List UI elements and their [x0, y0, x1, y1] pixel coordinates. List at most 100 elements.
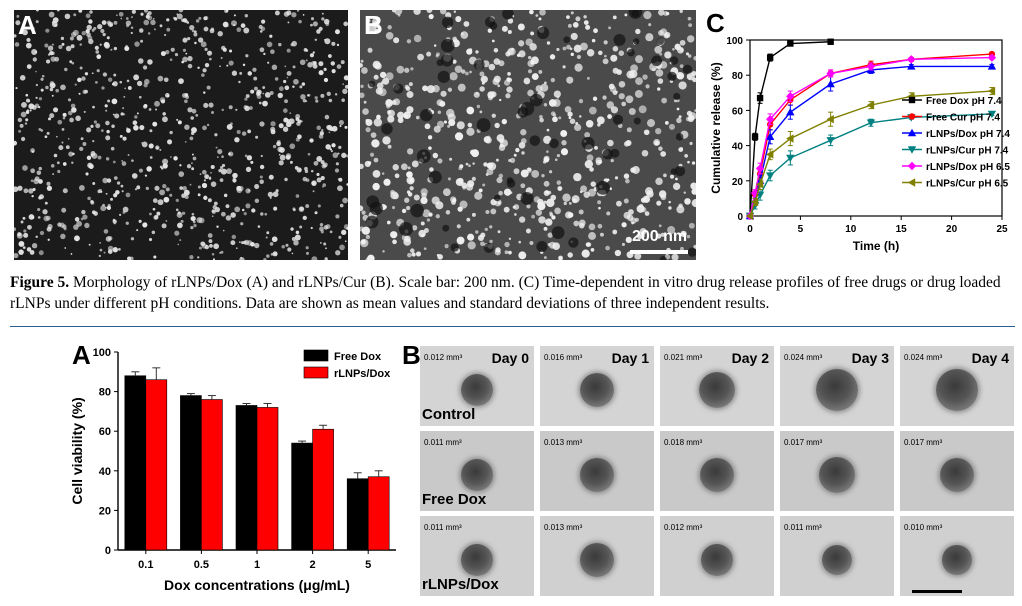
x-axis-label: Time (h) — [853, 239, 899, 253]
spheroid — [579, 372, 615, 408]
data-point — [765, 172, 775, 180]
legend-swatch — [303, 366, 329, 379]
spheroid — [815, 368, 859, 412]
legend-marker — [908, 96, 916, 104]
legend-marker — [908, 113, 916, 120]
spheroid-image: 0.017 mm³ — [780, 431, 894, 511]
y-axis-label: Cumulative release (%) — [709, 62, 723, 193]
bar — [124, 375, 147, 551]
release-chart: 0 5 10 15 20 25 0 20 40 60 80 100 Time (h) Cumulative… — [709, 36, 1010, 253]
data-point — [987, 62, 997, 70]
y-axis-label: Cell viability (%) — [69, 397, 85, 504]
series-line — [749, 41, 831, 217]
y-tick-label: 20 — [99, 505, 111, 517]
spheroid-image: 0.011 mm³ — [780, 516, 894, 596]
series-3 — [745, 62, 997, 220]
y-tick-label: 80 — [99, 387, 111, 399]
day-label: Day 2 — [731, 350, 769, 366]
caption-label: Figure 5. — [10, 274, 70, 291]
spheroid-volume: 0.024 mm³ — [784, 353, 823, 362]
spheroid-image: 0.018 mm³ — [660, 431, 774, 511]
data-point — [826, 115, 834, 124]
x-tick-label: 15 — [896, 224, 908, 235]
x-tick-label: 5 — [365, 559, 371, 571]
spheroid — [460, 373, 494, 407]
x-tick-label: 10 — [845, 224, 857, 235]
spheroid-volume: 0.013 mm³ — [544, 438, 583, 447]
bar — [291, 442, 313, 551]
row-label: Control — [422, 406, 476, 423]
spheroid-volume: 0.021 mm³ — [664, 353, 703, 362]
data-point — [786, 107, 795, 116]
bar — [256, 407, 279, 551]
data-point — [765, 150, 774, 159]
spheroid-volume: 0.024 mm³ — [904, 353, 943, 362]
spheroid-image: 0.021 mm³ Day 2 — [660, 346, 774, 426]
viability-chart: 0 20 40 60 80 100 0.1 0.5 1 2 5 Dox concentrations … — [69, 347, 396, 593]
data-point — [907, 55, 916, 64]
legend: Free Dox pH 7.4 Free Cur pH 7.4 rLNPs/Dox … — [902, 96, 1010, 190]
scale-bar — [630, 250, 688, 254]
spheroid-volume: 0.013 mm³ — [544, 523, 583, 532]
legend-marker — [907, 161, 917, 171]
day-label: Day 0 — [491, 350, 529, 366]
data-point — [745, 211, 754, 221]
x-axis-label: Dox concentrations (μg/mL) — [164, 577, 350, 593]
spheroid-image: 0.013 mm³ — [540, 431, 654, 511]
spheroid-image-grid: 0.012 mm³ Day 0 0.016 mm³ Day 1 0.021 mm³ Day… — [420, 346, 1016, 602]
row-label: Free Dox — [422, 491, 487, 508]
bar — [312, 428, 334, 551]
y-tick-label: 100 — [93, 347, 111, 359]
x-tick-label: 1 — [254, 559, 260, 571]
spheroid-image: 0.016 mm³ Day 1 — [540, 346, 654, 426]
bar — [180, 395, 202, 551]
x-tick-label: 5 — [798, 224, 804, 235]
legend: Free Dox rLNPs/Dox — [303, 349, 391, 380]
spheroid-volume: 0.012 mm³ — [424, 353, 463, 362]
panel-letter-b-bottom: B — [402, 340, 421, 370]
section-divider — [10, 326, 1015, 327]
spheroid-image: 0.017 mm³ — [900, 431, 1014, 511]
spheroid-image: 0.024 mm³ Day 3 — [780, 346, 894, 426]
data-point — [826, 79, 835, 88]
spheroid-volume: 0.011 mm³ — [424, 438, 462, 447]
data-point — [907, 62, 916, 70]
y-tick-label: 0 — [105, 545, 111, 557]
day-label: Day 3 — [851, 350, 889, 366]
data-point — [786, 134, 794, 143]
spheroid-image: 0.024 mm³ Day 4 — [900, 346, 1014, 426]
day-label: Day 4 — [971, 350, 1009, 366]
spheroid-image: 0.011 mm³ — [420, 431, 534, 511]
legend-marker — [907, 178, 916, 187]
spheroid-volume: 0.018 mm³ — [664, 438, 703, 447]
tem-image-rlnps-dox — [14, 10, 348, 260]
y-tick-label: 80 — [732, 71, 744, 82]
bar — [367, 476, 390, 551]
spheroid — [939, 457, 975, 493]
x-tick-label: 20 — [946, 224, 958, 235]
nanoparticle-texture — [360, 10, 696, 260]
bar — [346, 478, 369, 551]
scale-bar-label: 200 nm — [632, 228, 688, 245]
spheroid-scale-bar — [912, 590, 962, 593]
x-tick-label: 2 — [310, 559, 316, 571]
spheroid — [461, 459, 493, 491]
spheroid — [698, 371, 736, 409]
data-point — [866, 119, 876, 127]
series-5 — [745, 53, 997, 221]
x-tick-label: 25 — [996, 224, 1008, 235]
row-label: rLNPs/Dox — [422, 576, 499, 593]
x-tick-label: 0.5 — [194, 559, 209, 571]
legend-label: rLNPs/Dox pH 7.4 — [926, 129, 1010, 140]
y-tick-label: 100 — [726, 36, 743, 47]
y-tick-label: 60 — [99, 426, 111, 438]
spheroid — [701, 544, 733, 576]
spheroid — [819, 457, 855, 493]
panel-letter-c-top: C — [706, 8, 725, 38]
panel-letter-a-top: A — [18, 10, 37, 40]
tem-image-rlnps-cur: 200 nm — [360, 10, 696, 260]
spheroid-image: 0.010 mm³ — [900, 516, 1014, 596]
legend-marker — [907, 128, 917, 137]
spheroid-image: 0.011 mm³ — [420, 516, 534, 596]
legend-label: rLNPs/Dox — [334, 368, 391, 380]
